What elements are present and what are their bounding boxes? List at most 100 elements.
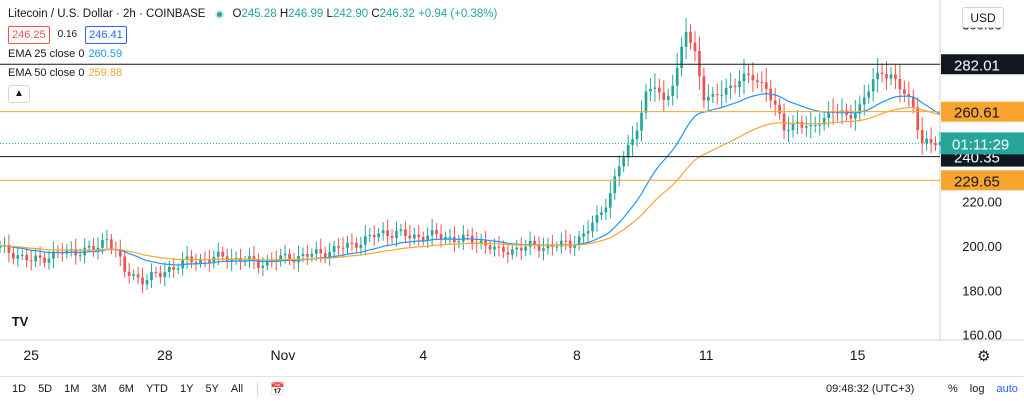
range-1d[interactable]: 1D bbox=[12, 383, 27, 395]
candle bbox=[381, 221, 385, 241]
auto-scale-button[interactable]: auto bbox=[996, 383, 1018, 395]
price-label-text: 282.01 bbox=[954, 57, 1000, 74]
candle-body bbox=[533, 240, 536, 245]
bottom-toolbar: 1D 5D 1M 3M 6M YTD 1Y 5Y All 📅 09:48:32 … bbox=[0, 376, 1024, 401]
candle bbox=[858, 95, 862, 122]
candle-body bbox=[502, 246, 505, 253]
ema25-legend[interactable]: EMA 25 close 0 260.59 bbox=[8, 45, 497, 63]
candle-body bbox=[742, 73, 746, 82]
chart-plot-area[interactable] bbox=[0, 0, 940, 376]
candle bbox=[608, 181, 612, 219]
close-value: 246.32 bbox=[379, 8, 415, 20]
range-5d[interactable]: 5D bbox=[38, 383, 53, 395]
candle-body bbox=[653, 87, 657, 89]
ask-price-box[interactable]: 246.41 bbox=[85, 26, 127, 44]
candle-body bbox=[836, 112, 839, 114]
range-1m[interactable]: 1M bbox=[64, 383, 80, 395]
candle bbox=[141, 267, 144, 294]
candle-body bbox=[867, 91, 871, 98]
candle-body bbox=[524, 246, 528, 251]
candle bbox=[488, 240, 492, 255]
log-scale-button[interactable]: log bbox=[969, 383, 985, 395]
candle-body bbox=[631, 139, 634, 145]
bid-price-box[interactable]: 246.25 bbox=[8, 26, 50, 44]
candle-body bbox=[310, 253, 314, 257]
candle-body bbox=[417, 234, 421, 237]
candle-body bbox=[773, 100, 777, 105]
candle-body bbox=[323, 253, 327, 258]
candle-body bbox=[172, 266, 176, 270]
candle bbox=[925, 130, 928, 151]
candle-body bbox=[381, 230, 385, 234]
clock-timezone[interactable]: 09:48:32 (UTC+3) bbox=[826, 383, 915, 395]
candle-body bbox=[346, 242, 349, 248]
calendar-range-icon[interactable]: 📅 bbox=[270, 382, 286, 396]
candle bbox=[502, 240, 505, 259]
candle bbox=[479, 233, 483, 250]
candle-body bbox=[880, 72, 884, 75]
candle bbox=[711, 87, 715, 104]
candle bbox=[96, 237, 100, 260]
ema25-label: EMA 25 close 0 bbox=[8, 48, 85, 60]
candle-body bbox=[582, 233, 585, 237]
price-label-229.65: 229.65 bbox=[941, 170, 1024, 191]
candle-body bbox=[176, 268, 180, 270]
range-ytd[interactable]: YTD bbox=[145, 383, 168, 395]
candle bbox=[506, 243, 510, 263]
candle bbox=[778, 97, 781, 120]
candle bbox=[564, 229, 568, 251]
candle bbox=[916, 97, 920, 140]
candle bbox=[288, 248, 291, 266]
symbol-title[interactable]: Litecoin / U.S. Dollar · 2h · COINBASE bbox=[8, 8, 206, 20]
currency-button[interactable]: USD bbox=[962, 7, 1004, 28]
candle-body bbox=[564, 240, 568, 242]
time-axis[interactable]: 25 28 Nov 4 8 11 15 bbox=[23, 347, 865, 363]
candle bbox=[666, 88, 670, 107]
range-1y[interactable]: 1Y bbox=[179, 383, 194, 395]
range-5y[interactable]: 5Y bbox=[205, 383, 219, 395]
range-3m[interactable]: 3M bbox=[91, 383, 107, 395]
range-all[interactable]: All bbox=[230, 383, 244, 395]
candle-body bbox=[444, 237, 447, 240]
candle bbox=[208, 249, 211, 272]
chevron-up-icon[interactable]: ▲ bbox=[8, 85, 30, 103]
candle bbox=[52, 241, 55, 269]
candle-body bbox=[546, 244, 550, 249]
candle-body bbox=[658, 87, 661, 93]
candle bbox=[684, 18, 688, 60]
gear-icon[interactable]: ⚙ bbox=[977, 348, 991, 365]
candle-body bbox=[257, 259, 260, 268]
candle bbox=[181, 251, 184, 276]
candle bbox=[644, 84, 648, 120]
candle-body bbox=[800, 121, 804, 128]
candle-body bbox=[386, 230, 389, 236]
candle-body bbox=[34, 255, 37, 262]
candle-body bbox=[604, 207, 608, 213]
candle bbox=[903, 80, 906, 103]
candle bbox=[234, 251, 238, 265]
candle-body bbox=[711, 94, 715, 97]
candle bbox=[555, 241, 559, 252]
candle bbox=[194, 253, 198, 272]
candle-body bbox=[479, 240, 483, 244]
candle-body bbox=[666, 95, 670, 101]
range-6m[interactable]: 6M bbox=[118, 383, 134, 395]
candle bbox=[613, 168, 617, 201]
price-chart[interactable]: 160.00180.00200.00220.00240.00260.00280.… bbox=[0, 0, 1024, 376]
tradingview-logo-icon[interactable]: TV bbox=[11, 313, 29, 329]
candles-layer bbox=[0, 18, 942, 294]
candle-body bbox=[408, 235, 412, 239]
percent-scale-button[interactable]: % bbox=[948, 383, 958, 395]
candle bbox=[519, 237, 523, 260]
candle-body bbox=[16, 255, 20, 259]
candle bbox=[649, 78, 652, 102]
candle bbox=[577, 231, 581, 251]
candle-body bbox=[404, 229, 407, 236]
candle bbox=[159, 265, 162, 284]
candle-body bbox=[831, 112, 835, 114]
candle bbox=[421, 231, 425, 246]
candle-body bbox=[230, 259, 233, 262]
candle-body bbox=[363, 236, 367, 245]
ema50-legend[interactable]: EMA 50 close 0 259.88 bbox=[8, 64, 497, 82]
candle-body bbox=[350, 242, 354, 244]
